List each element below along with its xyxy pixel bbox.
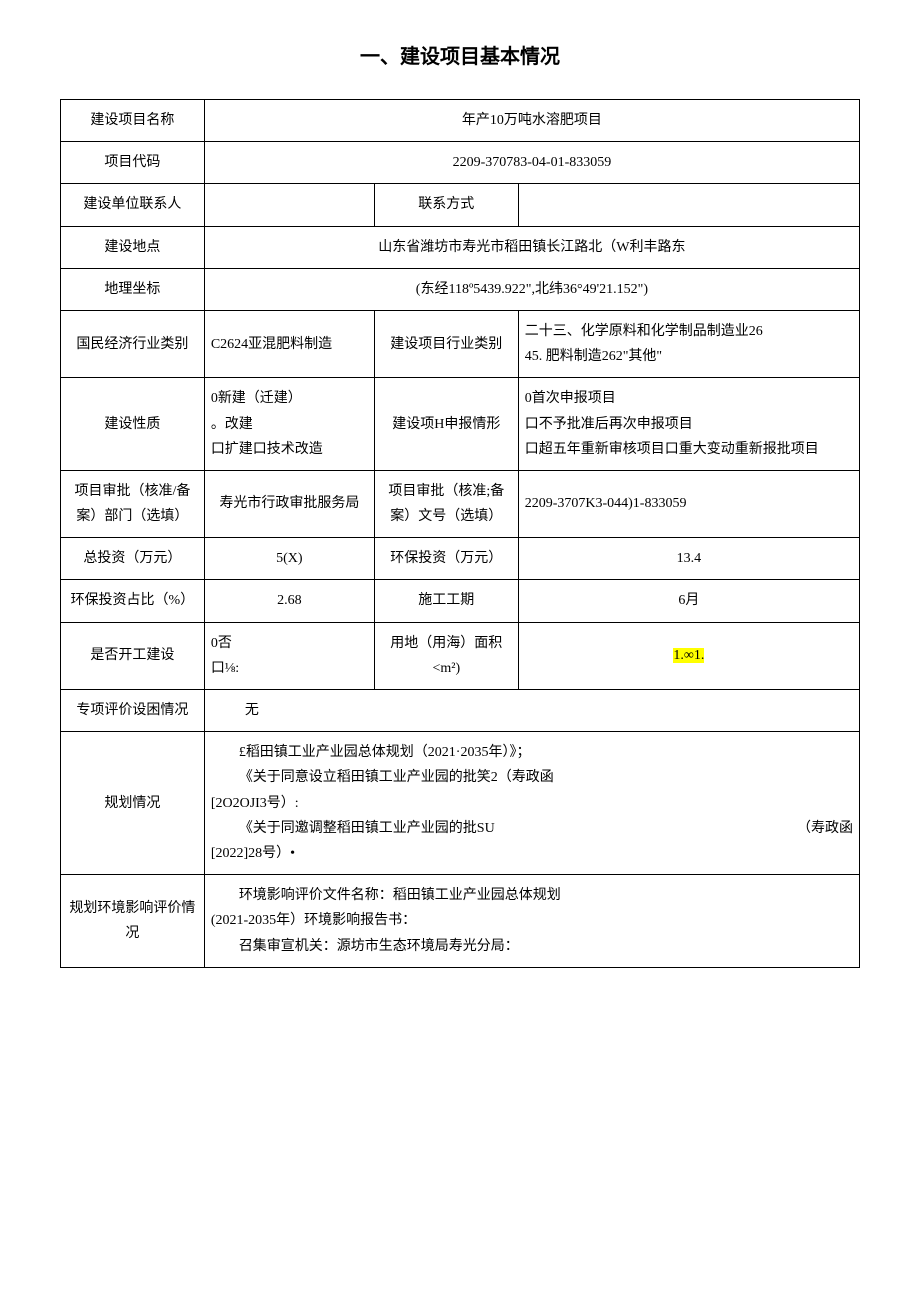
started: 0否 口⅛: [204,622,374,689]
special: 无 [204,690,859,732]
approval-no-label: 项目审批（核准;备案）文号（选填） [374,470,518,537]
table-row: 规划情况 £稻田镇工业产业园总体规划（2021·2035年）》； 《关于同意设立… [61,732,860,875]
table-row: 专项评价设困情况 无 [61,690,860,732]
started-label: 是否开工建设 [61,622,205,689]
env-ratio: 2.68 [204,580,374,622]
plan: £稻田镇工业产业园总体规划（2021·2035年）》； 《关于同意设立稻田镇工业… [204,732,859,875]
table-row: 总投资（万元） 5(X) 环保投资（万元） 13.4 [61,538,860,580]
plan-line: 《关于同意设立稻田镇工业产业园的批笑2（寿政函 [211,765,853,790]
env-plan: 环境影响评价文件名称：稻田镇工业产业园总体规划 (2021-2035年）环境影响… [204,875,859,968]
env-plan-line: (2021-2035年）环境影响报告书： [211,908,853,933]
table-row: 建设性质 0新建（迁建） 。改建 口扩建口技术改造 建设项H申报情形 0首次申报… [61,378,860,471]
plan-line-a: 《关于同邀调整稻田镇工业产业园的批SU [211,816,495,841]
env-invest: 13.4 [518,538,859,580]
proj-category-label: 建设项目行业类别 [374,310,518,377]
location-label: 建设地点 [61,226,205,268]
table-row: 国民经济行业类别 C2624亚混肥料制造 建设项目行业类别 二十三、化学原料和化… [61,310,860,377]
econ-category-label: 国民经济行业类别 [61,310,205,377]
env-ratio-label: 环保投资占比（%） [61,580,205,622]
declare-label: 建设项H申报情形 [374,378,518,471]
plan-line: [2022]28号）• [211,841,853,866]
table-row: 项目审批（核准/备案）部门（选填） 寿光市行政审批服务局 项目审批（核准;备案）… [61,470,860,537]
area-label: 用地（用海）面积<m²) [374,622,518,689]
area-value: 1.∞1. [673,648,704,663]
plan-line: [2O2OJI3号）: [211,791,853,816]
table-row: 规划环境影响评价情况 环境影响评价文件名称：稻田镇工业产业园总体规划 (2021… [61,875,860,968]
page-title: 一、建设项目基本情况 [60,40,860,69]
plan-label: 规划情况 [61,732,205,875]
duration-label: 施工工期 [374,580,518,622]
table-row: 是否开工建设 0否 口⅛: 用地（用海）面积<m²) 1.∞1. [61,622,860,689]
project-code: 2209-370783-04-01-833059 [204,142,859,184]
duration: 6月 [518,580,859,622]
project-name: 年产10万吨水溶肥项目 [204,100,859,142]
area-cell: 1.∞1. [518,622,859,689]
total-invest: 5(X) [204,538,374,580]
project-name-label: 建设项目名称 [61,100,205,142]
coords: (东经118º5439.922",北纬36°49'21.152") [204,268,859,310]
project-code-label: 项目代码 [61,142,205,184]
approval-no: 2209-3707K3-044)1-833059 [518,470,859,537]
contact-method-label: 联系方式 [374,184,518,226]
plan-line-b: （寿政函 [797,816,853,841]
env-plan-line: 环境影响评价文件名称：稻田镇工业产业园总体规划 [211,883,853,908]
env-plan-line: 召集审宣机关：源坊市生态环境局寿光分局： [211,934,853,959]
table-row: 建设地点 山东省潍坊市寿光市稻田镇长江路北（W利丰路东 [61,226,860,268]
contact-person [204,184,374,226]
table-row: 地理坐标 (东经118º5439.922",北纬36°49'21.152") [61,268,860,310]
table-row: 建设项目名称 年产10万吨水溶肥项目 [61,100,860,142]
plan-line: 《关于同邀调整稻田镇工业产业园的批SU （寿政函 [211,816,853,841]
nature-label: 建设性质 [61,378,205,471]
env-plan-label: 规划环境影响评价情况 [61,875,205,968]
proj-category: 二十三、化学原料和化学制品制造业26 45. 肥料制造262"其他" [518,310,859,377]
coords-label: 地理坐标 [61,268,205,310]
econ-category: C2624亚混肥料制造 [204,310,374,377]
contact-person-label: 建设单位联系人 [61,184,205,226]
declare: 0首次申报项目 口不予批准后再次申报项目 口超五年重新审核项目口重大变动重新报批… [518,378,859,471]
table-row: 建设单位联系人 联系方式 [61,184,860,226]
table-row: 环保投资占比（%） 2.68 施工工期 6月 [61,580,860,622]
approval-dept-label: 项目审批（核准/备案）部门（选填） [61,470,205,537]
total-invest-label: 总投资（万元） [61,538,205,580]
project-info-table: 建设项目名称 年产10万吨水溶肥项目 项目代码 2209-370783-04-0… [60,99,860,968]
plan-line: £稻田镇工业产业园总体规划（2021·2035年）》； [211,740,853,765]
table-row: 项目代码 2209-370783-04-01-833059 [61,142,860,184]
special-label: 专项评价设困情况 [61,690,205,732]
env-invest-label: 环保投资（万元） [374,538,518,580]
nature: 0新建（迁建） 。改建 口扩建口技术改造 [204,378,374,471]
approval-dept: 寿光市行政审批服务局 [204,470,374,537]
location: 山东省潍坊市寿光市稻田镇长江路北（W利丰路东 [204,226,859,268]
contact-method [518,184,859,226]
